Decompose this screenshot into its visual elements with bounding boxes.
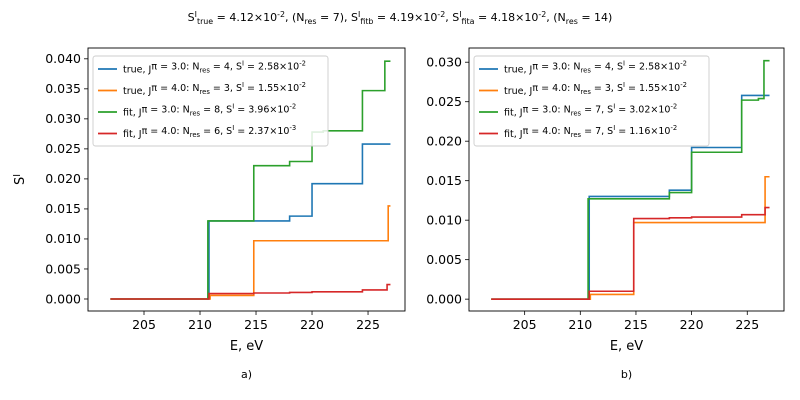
x-tick-label: 215 <box>244 317 268 332</box>
x-tick-label: 210 <box>188 317 212 332</box>
panel-caption: b) <box>621 368 632 381</box>
legend: true, J​π = 3.0: Nres​ = 4, SI​ = 2.58×1… <box>473 55 710 147</box>
y-tick-label: 0.010 <box>45 231 81 246</box>
x-tick-label: 205 <box>513 317 537 332</box>
x-tick-label: 220 <box>300 317 324 332</box>
chart-panel-b: 205 210 215 220 225 0.000 0.005 0.010 0.015 0.020… <box>426 47 785 381</box>
x-tick-label: 205 <box>132 317 156 332</box>
y-tick-label: 0.015 <box>45 201 81 216</box>
y-tick-label: 0.015 <box>426 173 462 188</box>
y-axis-label: SI​ <box>12 174 28 185</box>
chart-panel-a: 205 210 215 220 225 0.000 0.005 0.010 0.015 0.020… <box>12 47 406 381</box>
y-tick-label: 0.020 <box>426 133 462 148</box>
axes-frame <box>87 47 406 312</box>
y-tick-label: 0.025 <box>426 94 462 109</box>
legend-frame <box>92 55 329 147</box>
x-tick-label: 225 <box>356 317 380 332</box>
legend-entry: true, J​π = 4.0: Nres​ = 3, SI​ = 1.55×1… <box>504 81 687 97</box>
y-tick-label: 0.010 <box>426 212 462 227</box>
legend-entry: fit, J​π = 3.0: Nres​ = 7, SI​ = 3.02×10… <box>504 102 677 118</box>
y-tick-label: 0.020 <box>45 171 81 186</box>
series-line-blue <box>110 143 391 300</box>
series-line-orange <box>110 205 391 300</box>
y-tick-label: 0.000 <box>426 291 462 306</box>
series-line-green <box>110 60 391 300</box>
y-tick-label: 0.040 <box>45 51 81 66</box>
y-tick-label: 0.005 <box>45 261 81 276</box>
legend-frame <box>473 55 710 147</box>
y-tick-label: 0.030 <box>45 111 81 126</box>
figure-suptitle: SI​true​ = 4.12×10-2​, (Nres​ = 7), SI​f… <box>188 10 613 26</box>
series-line-red <box>110 283 391 300</box>
x-axis-label: E, eV <box>610 339 643 354</box>
legend: true, J​π = 3.0: Nres​ = 4, SI​ = 2.58×1… <box>92 55 329 147</box>
axes-frame <box>468 47 785 312</box>
legend-entry: fit, J​π = 3.0: Nres​ = 8, SI​ = 3.96×10… <box>123 102 296 118</box>
y-tick-label: 0.005 <box>426 252 462 267</box>
series-line-green <box>491 59 770 300</box>
legend-entry: fit, J​π = 4.0: Nres​ = 7, SI​ = 1.16×10… <box>504 124 677 140</box>
x-tick-label: 210 <box>568 317 592 332</box>
series-line-red <box>491 206 770 300</box>
x-axis-label: E, eV <box>230 339 263 354</box>
legend-entry: fit, J​π = 4.0: Nres​ = 6, SI​ = 2.37×10… <box>123 124 296 140</box>
panel-caption: a) <box>241 368 252 381</box>
y-tick-label: 0.025 <box>45 141 81 156</box>
x-tick-label: 225 <box>735 317 759 332</box>
y-tick-label: 0.030 <box>426 55 462 70</box>
x-tick-label: 215 <box>624 317 648 332</box>
legend-entry: true, J​π = 3.0: Nres​ = 4, SI​ = 2.58×1… <box>123 59 306 75</box>
y-tick-label: 0.035 <box>45 81 81 96</box>
legend-entry: true, J​π = 4.0: Nres​ = 3, SI​ = 1.55×1… <box>123 81 306 97</box>
y-tick-label: 0.000 <box>45 291 81 306</box>
x-tick-label: 220 <box>680 317 704 332</box>
legend-entry: true, J​π = 3.0: Nres​ = 4, SI​ = 2.58×1… <box>504 59 687 75</box>
